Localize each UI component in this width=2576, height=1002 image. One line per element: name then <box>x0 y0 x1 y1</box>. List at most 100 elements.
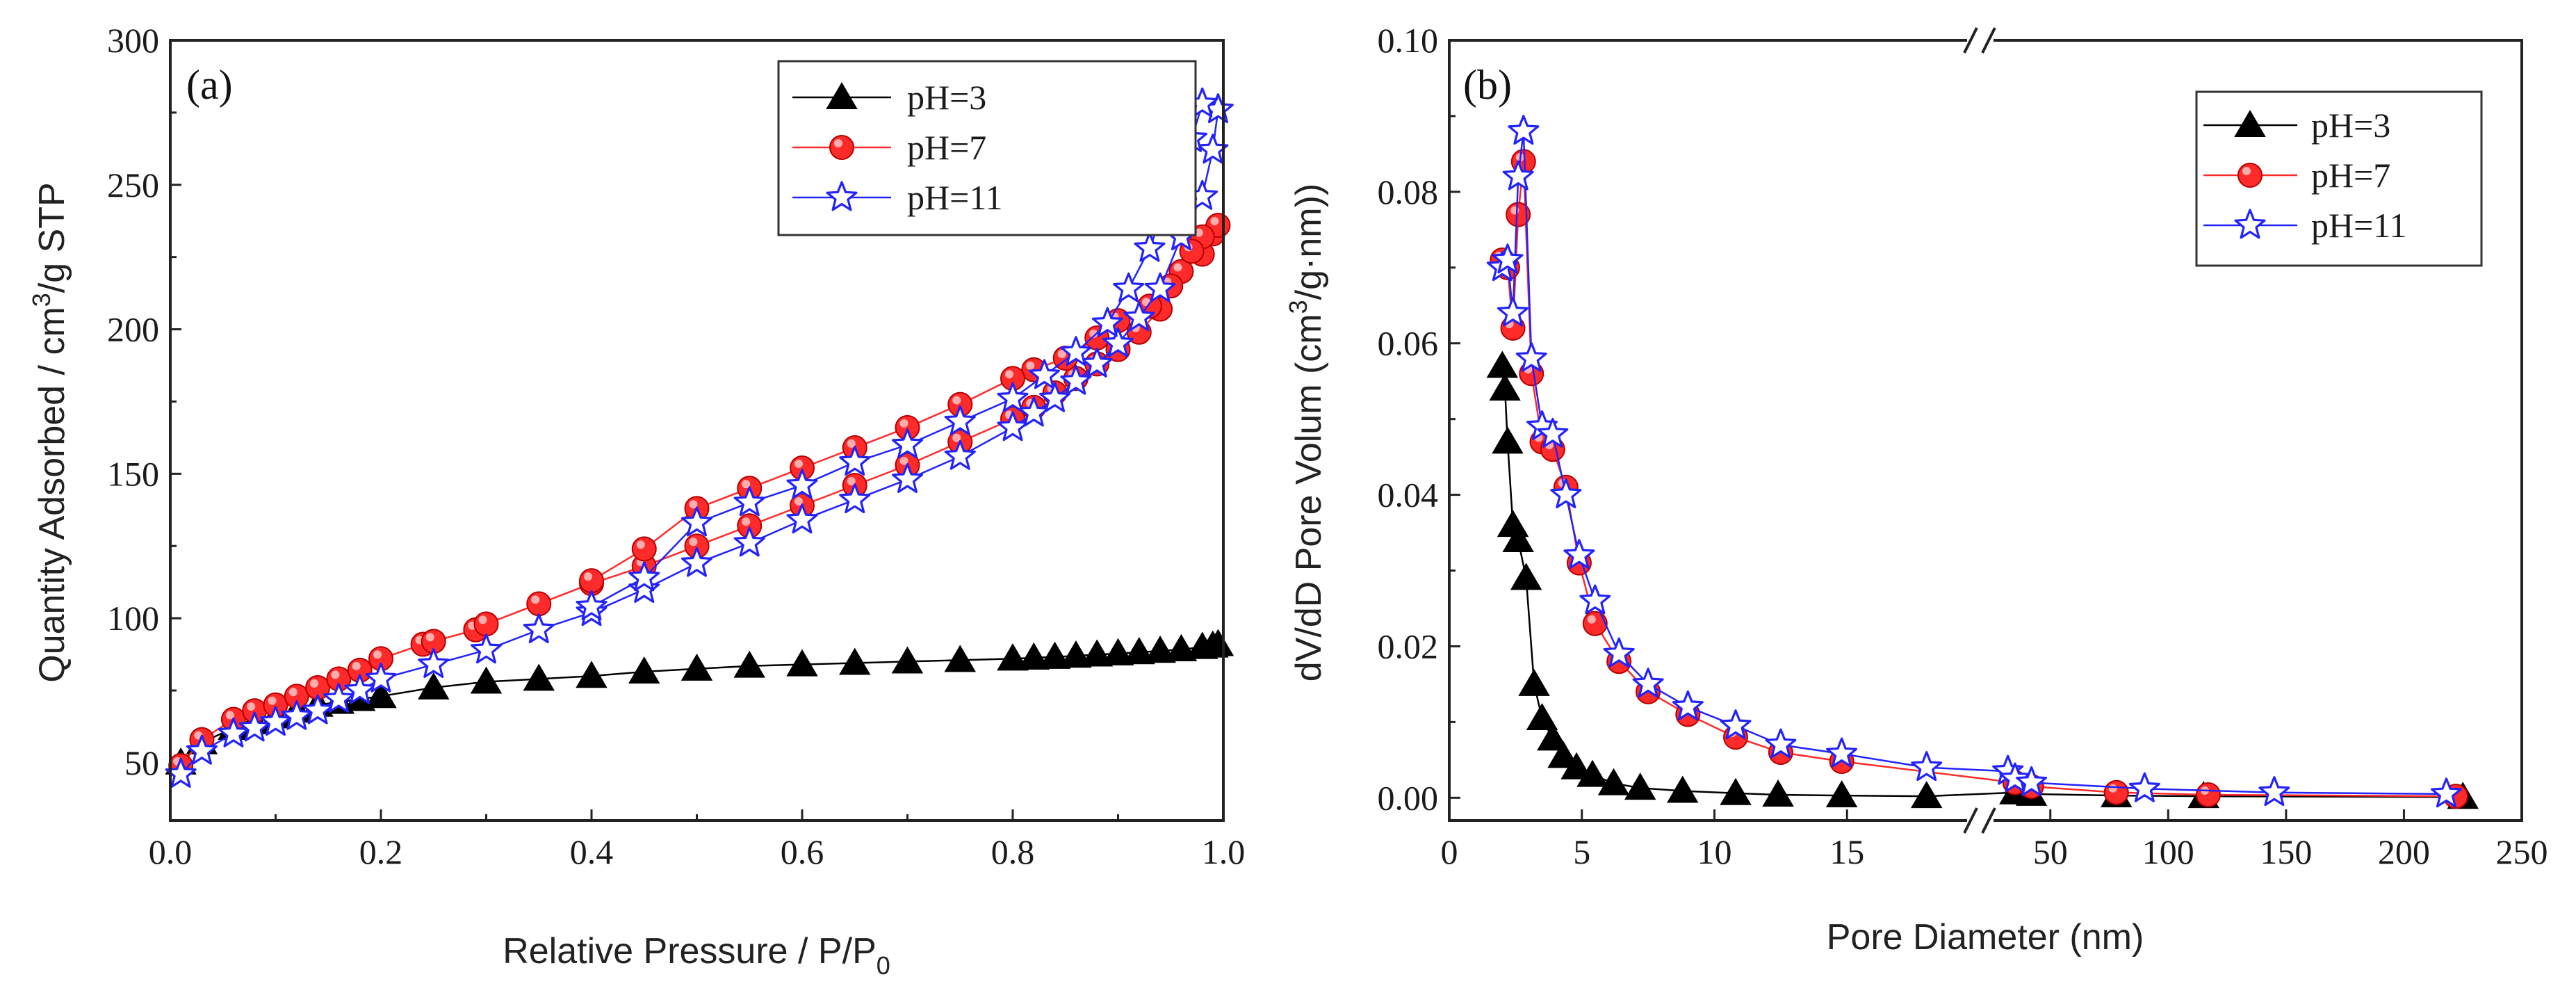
data-point <box>1060 336 1092 366</box>
data-point <box>1672 690 1704 720</box>
data-point-highlight <box>1587 615 1596 624</box>
panel-a-legend: pH=3 pH=7 pH=11 <box>777 60 1197 236</box>
panel-a-x-tick-label: 0.6 <box>781 832 824 871</box>
panel-b-legend-label: pH=11 <box>2311 206 2406 245</box>
data-point <box>839 483 871 514</box>
axis-break-bottom <box>1963 807 1996 834</box>
data-point-highlight <box>373 650 382 659</box>
data-point <box>1560 752 1592 779</box>
data-point <box>1123 301 1155 332</box>
data-point-highlight <box>225 711 234 720</box>
data-point <box>218 717 250 748</box>
panel-a-x-axis-label: Relative Pressure / P/P0 <box>503 931 890 980</box>
data-point <box>1492 243 1524 274</box>
legend-marker-highlight <box>834 139 842 147</box>
panel-b-ticks: 0 5 10 15 50 100 150 200 250 0.00 0.02 0.04 0.06 0.08… <box>1378 21 2548 871</box>
data-point <box>1582 611 1608 636</box>
panel-b: 0 5 10 15 50 100 150 200 250 0.00 0.02 0.04 0.06 0.08… <box>1284 21 2548 957</box>
panel-a-x-tick-label: 1.0 <box>1202 832 1246 871</box>
data-point <box>1624 773 1656 800</box>
legend-marker <box>2234 110 2266 137</box>
panel-a-y-axis-label: Quantity Adsorbed / cm3/g STP <box>27 182 72 682</box>
data-point-highlight <box>794 497 803 506</box>
data-point <box>1515 341 1547 372</box>
panel-b-y-tick-label: 0.10 <box>1378 21 1439 60</box>
data-point-highlight <box>425 633 434 642</box>
data-point <box>1502 160 1534 191</box>
panel-b-y-axis-label: dV/dD Pore Volum (cm3/g·nm)) <box>1284 184 1329 681</box>
panel-a-y-axis-label-suffix: /g STP <box>32 182 72 293</box>
panel-b-legend: pH=3 pH=7 pH=11 <box>2195 90 2483 267</box>
data-point <box>344 674 376 704</box>
data-point <box>1123 637 1155 665</box>
data-point <box>281 700 313 730</box>
data-point <box>1081 639 1113 667</box>
data-point <box>839 446 871 476</box>
data-point <box>1489 373 1521 401</box>
data-point-highlight <box>288 688 297 697</box>
panel-b-x-tick-label: 10 <box>1697 832 1732 871</box>
panel-a-label: (a) <box>186 62 233 108</box>
panel-b-x-tick-label: 250 <box>2496 832 2548 871</box>
panel-a-legend-label: pH=7 <box>907 128 986 167</box>
legend-marker <box>829 135 854 160</box>
data-point-highlight <box>899 419 908 428</box>
data-point-highlight <box>584 572 592 581</box>
data-point <box>418 672 450 700</box>
data-point <box>1632 668 1664 698</box>
data-point <box>2258 776 2290 807</box>
data-point <box>681 547 712 577</box>
data-point <box>997 643 1029 671</box>
data-point <box>1597 768 1630 795</box>
data-point <box>631 536 657 562</box>
data-point <box>1091 307 1123 337</box>
data-point <box>1508 115 1540 145</box>
data-point <box>1911 751 1943 782</box>
data-point <box>1826 737 1858 768</box>
data-point-highlight <box>1057 350 1066 359</box>
panel-b-x-tick-label: 200 <box>2378 832 2430 871</box>
panel-b-series <box>1486 115 2479 809</box>
data-point <box>1526 702 1558 730</box>
data-point <box>470 666 503 694</box>
data-point <box>1186 631 1218 659</box>
data-point <box>1720 709 1752 740</box>
data-point-highlight <box>247 702 256 711</box>
data-point <box>628 573 660 603</box>
data-point <box>302 694 334 725</box>
panel-b-y-axis-label-sup: 3 <box>1284 300 1312 314</box>
data-point <box>1018 396 1050 427</box>
data-point <box>628 656 660 684</box>
data-point <box>1765 728 1797 759</box>
data-point <box>2103 779 2129 805</box>
data-point-highlight <box>1026 361 1035 370</box>
data-point <box>1510 563 1542 590</box>
data-point-highlight <box>952 396 961 405</box>
panel-b-y-axis-label-suffix: /g·nm)) <box>1289 184 1329 300</box>
data-point <box>1038 641 1071 669</box>
panel-a-y-tick-label: 200 <box>107 310 159 349</box>
panel-b-y-tick-label: 0.02 <box>1378 627 1439 665</box>
data-point-highlight <box>742 517 751 526</box>
data-point <box>186 734 218 765</box>
data-point <box>1144 272 1176 302</box>
data-point-highlight <box>636 540 645 549</box>
data-point <box>1102 638 1134 665</box>
data-point <box>1603 637 1635 668</box>
data-point <box>1547 741 1579 768</box>
data-point <box>786 649 818 677</box>
data-point <box>1113 272 1145 302</box>
data-point <box>733 526 765 557</box>
panel-b-x-tick-label: 5 <box>1573 832 1590 871</box>
data-point-highlight <box>794 460 803 469</box>
panel-b-x-tick-label: 50 <box>2033 832 2068 871</box>
data-point <box>839 647 871 675</box>
panel-a-series <box>165 87 1234 788</box>
data-point <box>997 411 1029 442</box>
panel-a-y-tick-label: 100 <box>107 599 159 638</box>
data-point <box>1102 327 1134 357</box>
data-point <box>526 591 552 617</box>
data-point-highlight <box>742 480 751 489</box>
